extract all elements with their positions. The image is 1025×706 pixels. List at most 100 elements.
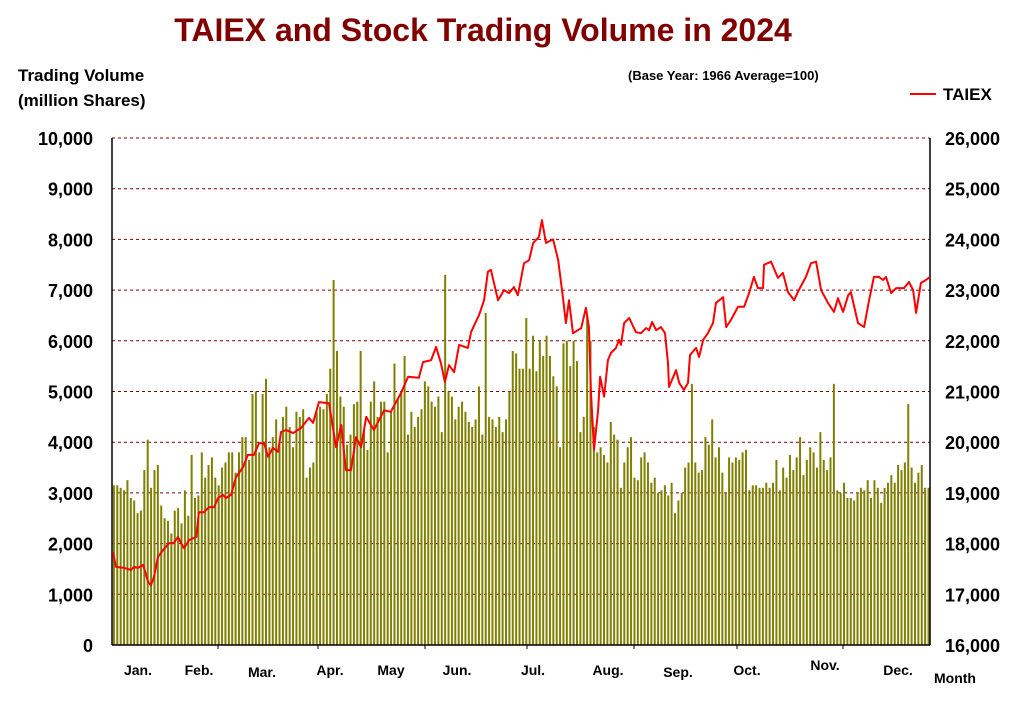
volume-bar — [853, 500, 856, 645]
volume-bar — [616, 439, 619, 645]
volume-bar — [400, 391, 403, 645]
volume-bar — [826, 470, 829, 645]
volume-bar — [359, 350, 362, 645]
volume-bar — [785, 477, 788, 645]
volume-bar — [204, 477, 207, 645]
volume-bar — [562, 343, 565, 645]
volume-bar — [305, 477, 308, 645]
right-tick-label: 17,000 — [945, 585, 1000, 605]
volume-bar — [802, 475, 805, 645]
volume-bar — [619, 487, 622, 645]
volume-bar — [613, 434, 616, 645]
volume-bar — [312, 462, 315, 645]
left-tick-label: 8,000 — [48, 230, 93, 250]
volume-bar — [778, 490, 781, 645]
legend-taiex-label: TAIEX — [943, 85, 992, 104]
volume-bar — [440, 432, 443, 645]
volume-bar — [349, 434, 352, 645]
volume-bar — [173, 510, 176, 645]
volume-bar — [133, 500, 136, 645]
right-tick-label: 20,000 — [945, 433, 1000, 453]
left-tick-label: 10,000 — [38, 129, 93, 149]
volume-bar — [288, 426, 291, 645]
volume-bar — [504, 419, 507, 645]
volume-bar — [295, 411, 298, 645]
right-tick-label: 22,000 — [945, 332, 1000, 352]
volume-bar — [139, 510, 142, 645]
volume-bar — [511, 350, 514, 645]
volume-bar — [315, 411, 318, 645]
volume-bar — [221, 467, 224, 645]
volume-bar — [210, 457, 213, 645]
volume-bar — [322, 409, 325, 645]
month-label-jan: Jan. — [124, 662, 152, 678]
volume-bar — [525, 317, 528, 645]
volume-bar — [227, 452, 230, 645]
month-label-jul: Jul. — [521, 662, 545, 678]
volume-bar — [521, 368, 524, 645]
volume-bar — [680, 492, 683, 645]
volume-bar — [532, 335, 535, 645]
volume-bar — [636, 480, 639, 645]
volume-bar — [471, 426, 474, 645]
volume-bar — [457, 406, 460, 645]
month-label-may: May — [377, 662, 404, 678]
volume-bar — [488, 416, 491, 645]
volume-bar — [687, 462, 690, 645]
volume-bar — [917, 472, 920, 645]
volume-bar — [278, 442, 281, 645]
volume-bar — [116, 485, 119, 645]
taiex-line — [112, 219, 931, 587]
volume-bar — [626, 447, 629, 645]
volume-bar — [734, 457, 737, 645]
volume-bar — [474, 419, 477, 645]
volume-bar — [843, 482, 846, 645]
volume-bar — [535, 371, 538, 645]
volume-bar — [190, 454, 193, 645]
volume-bar — [572, 340, 575, 645]
volume-bar — [258, 452, 261, 645]
volume-bar — [586, 315, 589, 645]
volume-bar — [234, 472, 237, 645]
volume-bar — [721, 472, 724, 645]
volume-bar — [548, 356, 551, 645]
month-label-apr: Apr. — [316, 662, 343, 678]
volume-bar — [728, 457, 731, 645]
month-label-jun: Jun. — [443, 662, 472, 678]
month-label-dec: Dec. — [883, 662, 913, 678]
volume-bar — [376, 416, 379, 645]
right-tick-label: 19,000 — [945, 484, 1000, 504]
volume-bar — [782, 467, 785, 645]
volume-bar — [434, 406, 437, 645]
volume-bar — [565, 340, 568, 645]
volume-bar — [352, 404, 355, 645]
volume-bar — [589, 340, 592, 645]
volume-bar — [772, 482, 775, 645]
volume-bar — [542, 356, 545, 645]
volume-bar — [518, 368, 521, 645]
volume-bar — [373, 381, 376, 645]
volume-bar — [183, 490, 186, 645]
volume-bar — [714, 457, 717, 645]
volume-bar — [768, 487, 771, 645]
volume-bar — [281, 416, 284, 645]
volume-bar — [403, 356, 406, 645]
volume-bar — [897, 465, 900, 645]
volume-bar — [484, 312, 487, 645]
volume-bar — [129, 497, 132, 645]
volume-bar — [285, 406, 288, 645]
volume-bar — [386, 452, 389, 645]
left-axis-title-line2: (million Shares) — [18, 91, 146, 110]
volume-bar — [166, 520, 169, 645]
volume-bar — [674, 513, 677, 645]
month-labels: Jan. Feb. Mar. Apr. May Jun. Jul. Aug. Sep. Oct. N… — [124, 657, 913, 680]
volume-bar — [870, 497, 873, 645]
volume-bar — [765, 482, 768, 645]
volume-bar — [180, 523, 183, 645]
right-tick-label: 16,000 — [945, 636, 1000, 656]
volume-bar — [623, 462, 626, 645]
volume-bar — [856, 492, 859, 645]
volume-bar — [271, 437, 274, 645]
volume-bar — [755, 485, 758, 645]
right-tick-label: 23,000 — [945, 281, 1000, 301]
